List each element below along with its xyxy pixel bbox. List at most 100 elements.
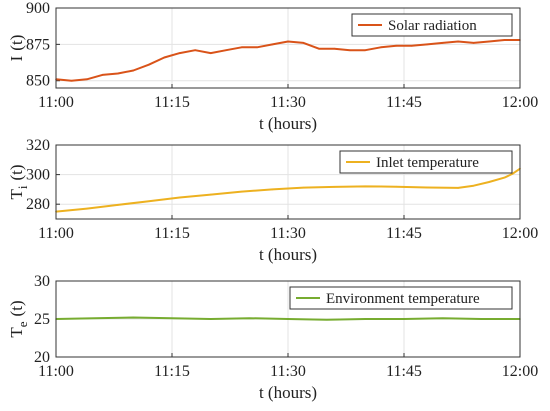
data-point — [426, 186, 429, 189]
legend: Environment temperature — [289, 286, 513, 310]
data-point — [325, 318, 328, 321]
data-point — [364, 318, 367, 320]
data-point — [163, 56, 166, 59]
x-tick-label: 11:00 — [38, 225, 74, 242]
legend-label: Environment temperature — [326, 291, 480, 307]
y-axis-label: Ti(t) — [7, 164, 30, 199]
data-point — [472, 42, 475, 44]
data-point — [333, 186, 336, 188]
data-point — [488, 181, 490, 183]
panel-2: 11:00 11:15 11:30 11:45 12:00 280 300 320 Inlet … — [7, 137, 538, 264]
legend: Inlet temperature — [339, 150, 513, 174]
x-tick-label: 11:15 — [154, 225, 190, 242]
x-tick-label: 11:45 — [386, 225, 422, 242]
data-point — [117, 204, 119, 206]
y-axis-label: Te(t) — [7, 300, 30, 337]
panel-1: 11:00 11:15 11:30 11:45 12:00 850 875 900 Solar … — [7, 0, 538, 133]
y-tick-label: 25 — [34, 311, 50, 328]
data-point — [178, 52, 181, 54]
y-tick-label: 30 — [34, 273, 50, 290]
data-point — [148, 63, 150, 66]
data-point — [287, 318, 289, 320]
data-point — [488, 40, 490, 43]
panel-3: 11:00 11:15 11:30 11:45 12:00 20 25 30 Environme… — [7, 273, 538, 402]
legend-box — [289, 286, 513, 310]
data-point — [117, 72, 119, 75]
x-tick-label: 12:00 — [502, 94, 538, 111]
axes-frame — [55, 7, 521, 89]
x-tick-label: 12:00 — [502, 225, 538, 242]
x-tick-label: 11:30 — [270, 94, 306, 111]
data-point — [302, 42, 305, 44]
x-tick-label: 11:15 — [154, 94, 190, 111]
data-point — [395, 45, 398, 47]
x-tick-label: 11:45 — [386, 94, 422, 111]
y-tick-label: 850 — [26, 73, 50, 90]
x-tick-label: 11:45 — [386, 363, 422, 380]
data-point — [240, 190, 243, 193]
data-point — [178, 196, 181, 199]
data-point — [457, 187, 459, 189]
y-tick-label: 300 — [26, 167, 50, 184]
y-tick-label: 900 — [26, 0, 50, 17]
data-point — [256, 46, 258, 49]
data-point — [410, 45, 413, 47]
x-tick-label: 11:00 — [38, 94, 74, 111]
legend-box — [339, 150, 513, 174]
legend-box — [351, 13, 513, 37]
data-point — [457, 40, 459, 43]
data-point — [132, 69, 135, 72]
data-point — [271, 188, 274, 191]
data-point — [132, 316, 135, 319]
x-tick-label: 11:00 — [38, 363, 74, 380]
data-point — [472, 184, 475, 187]
data-point — [364, 49, 367, 51]
data-point — [248, 317, 251, 320]
data-point — [209, 193, 212, 196]
data-point — [225, 49, 227, 51]
data-point — [333, 47, 336, 50]
data-point — [403, 318, 405, 320]
y-axis-label: I(t) — [7, 35, 26, 62]
data-point — [349, 49, 351, 51]
data-point — [171, 317, 173, 320]
y-tick-label: 875 — [26, 36, 50, 53]
data-point — [395, 185, 398, 188]
data-point — [426, 43, 429, 46]
legend-label: Solar radiation — [388, 18, 477, 34]
data-point — [209, 52, 212, 54]
data-point — [194, 49, 196, 51]
x-axis-label: t (hours) — [259, 245, 317, 264]
data-point — [287, 40, 289, 43]
data-point — [380, 46, 382, 49]
x-axis-label: t (hours) — [259, 383, 317, 402]
data-point — [302, 186, 305, 189]
axes-frame — [55, 280, 521, 358]
x-tick-label: 11:30 — [270, 225, 306, 242]
data-point — [86, 78, 88, 81]
data-point — [148, 200, 150, 203]
y-tick-label: 20 — [34, 349, 50, 366]
legend-label: Inlet temperature — [376, 155, 479, 171]
y-tick-label: 280 — [26, 196, 50, 213]
y-tick-label: 320 — [26, 137, 50, 154]
data-point — [93, 317, 96, 320]
data-point — [240, 46, 243, 49]
data-point — [318, 47, 320, 50]
data-point — [503, 39, 506, 41]
data-point — [480, 318, 483, 320]
data-point — [441, 42, 444, 44]
data-point — [441, 317, 444, 320]
x-tick-label: 11:30 — [270, 363, 306, 380]
data-point — [86, 207, 88, 210]
axes-frame — [55, 144, 521, 220]
x-axis-label: t (hours) — [259, 114, 317, 133]
x-tick-label: 11:15 — [154, 363, 190, 380]
legend: Solar radiation — [351, 13, 513, 37]
data-point — [364, 185, 367, 188]
data-point — [209, 318, 212, 320]
data-point — [271, 43, 274, 46]
data-point — [503, 176, 506, 179]
data-point — [70, 79, 73, 82]
